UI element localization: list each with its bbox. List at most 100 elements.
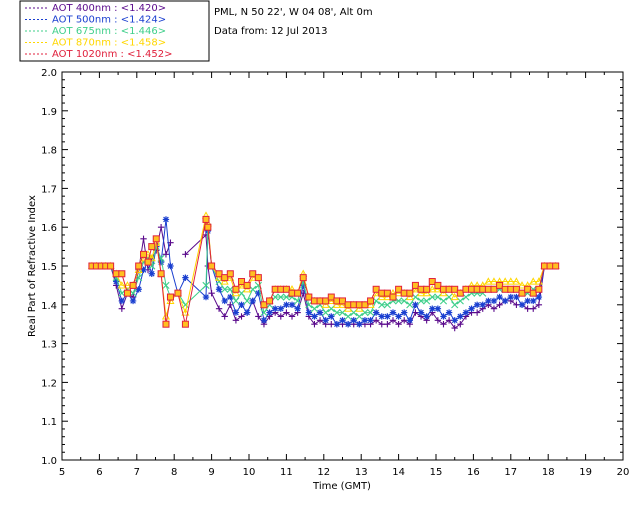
data-point <box>389 317 397 324</box>
data-point <box>113 278 120 285</box>
data-point <box>260 308 268 317</box>
data-point <box>417 285 425 293</box>
y-tick-label: 1.8 <box>41 146 57 157</box>
data-point <box>366 308 375 317</box>
data-point <box>215 305 223 312</box>
data-point <box>327 305 335 313</box>
data-point <box>254 274 262 282</box>
data-point <box>489 277 499 285</box>
data-point <box>147 254 156 262</box>
data-point <box>401 317 408 324</box>
data-point <box>118 305 126 312</box>
data-point <box>112 270 120 278</box>
data-point <box>181 308 190 316</box>
data-point <box>395 321 402 328</box>
x-tick-label: 13 <box>355 467 368 478</box>
data-point <box>350 308 358 317</box>
data-point <box>157 224 165 231</box>
date-info: Data from: 12 Jul 2013 <box>214 26 327 37</box>
y-tick-label: 1.6 <box>41 223 57 234</box>
data-point <box>462 285 470 293</box>
x-tick-label: 7 <box>134 467 140 478</box>
data-point <box>322 297 330 305</box>
data-point <box>338 300 347 308</box>
data-point <box>473 301 481 308</box>
data-point <box>378 313 385 320</box>
legend-box <box>19 0 210 62</box>
data-point <box>316 297 324 305</box>
data-point <box>227 301 234 308</box>
data-point <box>479 301 486 308</box>
data-point <box>473 285 481 293</box>
data-point <box>182 251 189 258</box>
data-point <box>215 273 224 281</box>
data-point <box>383 289 391 297</box>
data-point <box>350 301 358 309</box>
data-point <box>485 297 492 305</box>
data-point <box>107 262 115 270</box>
data-point <box>496 301 503 308</box>
data-point <box>423 285 431 293</box>
y-tick-label: 1.4 <box>41 301 57 312</box>
data-point <box>215 270 223 278</box>
data-point <box>339 317 346 324</box>
data-point <box>378 289 386 297</box>
data-point <box>344 301 352 309</box>
data-point <box>529 289 537 297</box>
data-point <box>322 308 330 317</box>
y-tick-label: 1.7 <box>41 184 57 195</box>
data-point <box>208 262 216 270</box>
data-point <box>182 274 189 281</box>
data-point <box>299 274 307 282</box>
data-point <box>283 301 290 308</box>
y-tick-label: 1.1 <box>41 417 57 428</box>
site-info: PML, N 50 22', W 04 08', Alt 0m <box>214 7 373 18</box>
data-point <box>406 301 414 309</box>
data-point <box>384 313 391 320</box>
data-point <box>204 223 212 231</box>
series-5 <box>88 215 560 328</box>
data-point <box>174 289 182 297</box>
data-point <box>428 293 436 301</box>
data-point <box>162 251 170 258</box>
data-point <box>294 297 302 305</box>
x-tick-label: 5 <box>59 467 65 478</box>
x-tick-label: 11 <box>280 467 293 478</box>
data-point <box>221 285 229 293</box>
data-point <box>395 285 403 293</box>
data-point <box>535 285 543 293</box>
data-point <box>529 277 538 285</box>
data-point <box>462 309 470 316</box>
data-point <box>166 296 175 304</box>
data-point <box>339 297 346 305</box>
x-axis-label: Time (GMT) <box>312 481 371 492</box>
data-point <box>372 317 380 324</box>
data-point <box>457 321 464 328</box>
data-point <box>118 297 126 305</box>
data-point <box>243 297 251 305</box>
data-point <box>117 281 126 289</box>
data-point <box>440 321 447 328</box>
data-point <box>333 308 341 317</box>
data-point <box>123 281 132 289</box>
data-point <box>288 313 296 320</box>
data-point <box>152 235 160 243</box>
data-point <box>428 278 436 286</box>
data-point <box>506 277 515 285</box>
data-point <box>232 285 240 293</box>
data-point <box>232 297 240 305</box>
data-point <box>305 309 313 316</box>
y-tick-label: 1.9 <box>41 107 57 118</box>
data-point <box>288 301 296 308</box>
data-point <box>406 317 414 324</box>
data-point <box>288 289 296 297</box>
data-point <box>144 258 152 266</box>
data-point <box>260 317 268 324</box>
data-point <box>479 285 487 293</box>
data-point <box>361 317 369 324</box>
data-point <box>473 309 481 316</box>
legend-label: AOT 500nm : <1.424> <box>52 15 166 26</box>
data-point <box>429 305 436 312</box>
data-point <box>231 288 240 297</box>
